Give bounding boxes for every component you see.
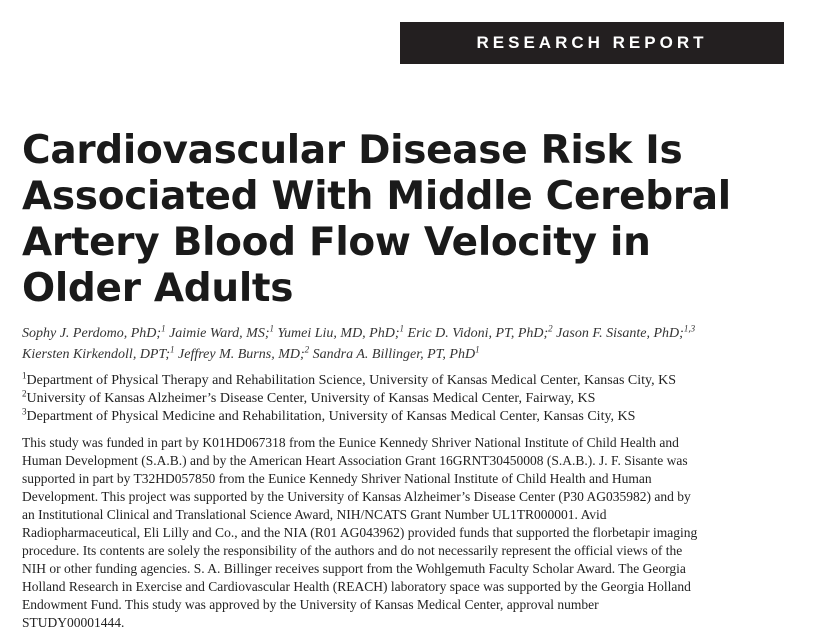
author: Sophy J. Perdomo, PhD;1 — [22, 323, 166, 341]
affiliation: 1Department of Physical Therapy and Reha… — [22, 370, 677, 388]
funding-line: NIH or other funding agencies. S. A. Bil… — [22, 561, 686, 576]
funding-line: Development. This project was supported … — [22, 489, 691, 504]
funding-line: an Institutional Clinical and Translatio… — [22, 507, 607, 522]
title-line: Older Adults — [22, 266, 294, 311]
funding-line: supported in part by T32HD057850 from th… — [22, 471, 652, 486]
author: Sandra A. Billinger, PT, PhD1 — [312, 344, 480, 362]
author: Eric D. Vidoni, PT, PhD;2 — [407, 323, 553, 341]
author: Kiersten Kirkendoll, DPT;1 — [22, 344, 175, 362]
funding-line: Radiopharmaceutical, Eli Lilly and Co., … — [22, 525, 698, 540]
section-banner-label: RESEARCH REPORT — [476, 33, 708, 52]
author: Jaimie Ward, MS;1 — [169, 323, 275, 341]
funding-line: Holland Research in Exercise and Cardiov… — [22, 579, 691, 594]
author-line: Sophy J. Perdomo, PhD;1 Jaimie Ward, MS;… — [22, 323, 812, 344]
funding-line: STUDY00001444. — [22, 615, 125, 630]
section-banner: RESEARCH REPORT — [400, 22, 784, 64]
author-line: Kiersten Kirkendoll, DPT;1 Jeffrey M. Bu… — [22, 344, 812, 365]
funding-line: Endowment Fund. This study was approved … — [22, 597, 599, 612]
funding-line: Human Development (S.A.B.) and by the Am… — [22, 453, 688, 468]
funding-line: This study was funded in part by K01HD06… — [22, 435, 679, 450]
article-title: Cardiovascular Disease Risk Is Associate… — [22, 128, 782, 312]
title-line: Artery Blood Flow Velocity in — [22, 220, 651, 265]
title-line: Cardiovascular Disease Risk Is — [22, 128, 683, 173]
funding-statement: This study was funded in part by K01HD06… — [22, 434, 822, 632]
affiliation-list: 1Department of Physical Therapy and Reha… — [22, 370, 812, 426]
author: Yumei Liu, MD, PhD;1 — [277, 323, 405, 341]
affiliation: 3Department of Physical Medicine and Reh… — [22, 406, 636, 424]
author: Jason F. Sisante, PhD;1,3 — [556, 323, 696, 341]
author: Jeffrey M. Burns, MD;2 — [178, 344, 310, 362]
affiliation: 2University of Kansas Alzheimer’s Diseas… — [22, 388, 596, 406]
title-line: Associated With Middle Cerebral — [22, 174, 731, 219]
funding-line: procedure. Its contents are solely the r… — [22, 543, 683, 558]
author-list: Sophy J. Perdomo, PhD;1 Jaimie Ward, MS;… — [22, 323, 812, 365]
